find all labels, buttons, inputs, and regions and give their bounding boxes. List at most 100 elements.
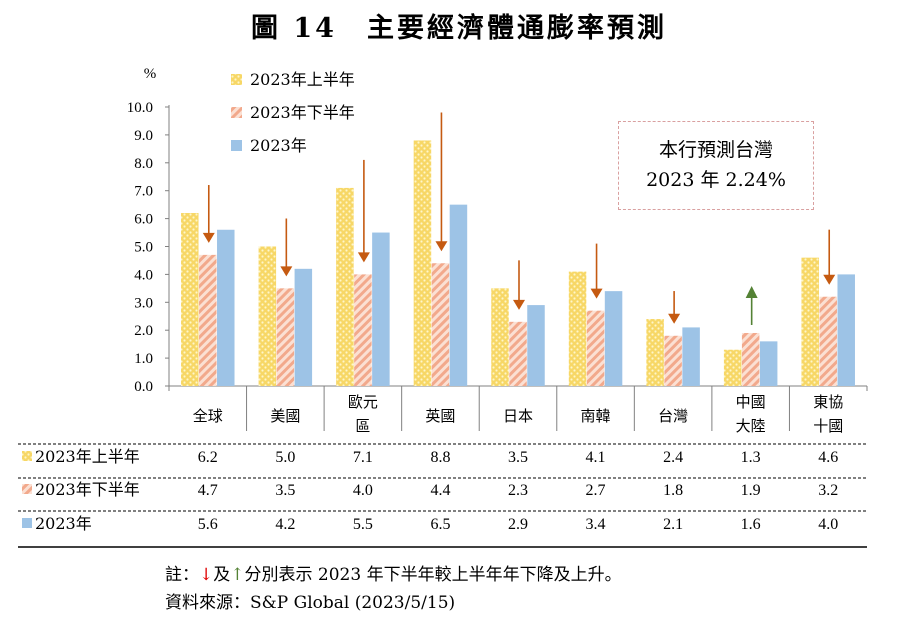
down-arrow-head (435, 241, 448, 252)
down-arrow-head (202, 232, 215, 243)
bar-2 (741, 332, 760, 386)
down-arrow-head (590, 288, 603, 299)
bar-1 (336, 187, 354, 386)
source-note: 資料來源：S&P Global (2023/5/15) (165, 593, 456, 613)
y-tick-label: 7.0 (134, 184, 153, 200)
table-cell: 5.6 (198, 516, 218, 533)
y-tick-label: 1.0 (134, 351, 153, 367)
chart-title: 圖 14 主要經濟體通膨率預測 (251, 13, 667, 44)
callout-line-2: 2023 年 2.24% (646, 169, 786, 191)
footnote-and: 及 (213, 565, 231, 585)
table-cell: 4.1 (586, 449, 606, 466)
table-cell: 1.8 (663, 482, 683, 499)
category-label: 全球 (193, 407, 223, 425)
category-label: 美國 (270, 407, 300, 425)
bar-3 (449, 204, 468, 386)
table-cell: 8.8 (430, 449, 450, 466)
down-arrow-head (357, 252, 370, 263)
table-cell: 6.2 (198, 449, 218, 466)
table-cell: 4.7 (198, 482, 218, 499)
category-label: 大陸 (736, 417, 766, 435)
y-tick-label: 2.0 (134, 323, 153, 339)
bar-3 (604, 291, 623, 386)
table-cell: 5.5 (353, 516, 373, 533)
table-cell: 3.5 (275, 482, 295, 499)
bar-1 (723, 349, 742, 386)
legend-swatch-3 (231, 140, 242, 151)
table-cell: 1.9 (741, 482, 761, 499)
table-legend-swatch (22, 451, 32, 461)
legend-swatch-1 (231, 74, 242, 85)
bar-1 (181, 213, 199, 386)
table-cell: 7.1 (353, 449, 373, 466)
bar-2 (431, 263, 450, 386)
y-tick-label: 9.0 (134, 128, 153, 144)
y-tick-label: 4.0 (134, 267, 153, 283)
bar-3 (837, 274, 855, 386)
table-cell: 4.4 (430, 482, 450, 499)
bar-2 (276, 288, 295, 386)
y-tick-label: 5.0 (134, 240, 153, 256)
table-cell: 2.1 (663, 516, 683, 533)
bar-3 (759, 341, 778, 386)
category-label: 十國 (813, 417, 843, 435)
table-cell: 1.6 (741, 516, 761, 533)
bar-3 (217, 229, 235, 386)
footnote-prefix: 註： (165, 565, 199, 585)
table-row-label: 2023年上半年 (35, 447, 140, 466)
category-label: 歐元 (348, 393, 378, 411)
table-cell: 4.2 (275, 516, 295, 533)
down-arrow-head (823, 274, 836, 285)
table-row-label: 2023年 (35, 514, 92, 533)
table-cell: 2.9 (508, 516, 528, 533)
table-cell: 3.2 (818, 482, 838, 499)
y-tick-label: 0.0 (134, 379, 153, 395)
y-tick-label: 8.0 (134, 156, 153, 172)
y-tick-label: 6.0 (134, 212, 153, 228)
category-label: 區 (355, 417, 370, 435)
table-cell: 3.5 (508, 449, 528, 466)
table-cell: 4.0 (818, 516, 838, 533)
bar-3 (527, 305, 545, 386)
bar-1 (258, 246, 277, 386)
bar-3 (372, 232, 390, 386)
category-label: 南韓 (581, 407, 611, 425)
y-tick-label: 3.0 (134, 295, 153, 311)
table-cell: 2.3 (508, 482, 528, 499)
category-label: 中國 (736, 393, 766, 411)
bar-2 (354, 274, 372, 386)
down-arrow-head (668, 313, 681, 324)
table-cell: 4.6 (818, 449, 838, 466)
y-axis-unit: % (144, 66, 157, 82)
down-arrow-symbol: ↓ (199, 565, 214, 585)
bar-2 (819, 296, 837, 386)
y-tick-label: 10.0 (127, 100, 153, 116)
category-label: 日本 (503, 407, 533, 425)
table-cell: 5.0 (275, 449, 295, 466)
legend-label-2: 2023年下半年 (250, 103, 355, 122)
legend-swatch-2 (231, 107, 242, 118)
legend-label-1: 2023年上半年 (250, 70, 355, 89)
table-cell: 6.5 (430, 516, 450, 533)
bar-1 (568, 271, 587, 386)
category-label: 英國 (425, 407, 455, 425)
bar-3 (682, 327, 700, 386)
footnote: 註：↓及↑分別表示 2023 年下半年較上半年年下降及上升。 (165, 560, 622, 585)
legend-label-3: 2023年 (250, 136, 307, 155)
table-cell: 2.7 (586, 482, 606, 499)
footnote-text: 分別表示 2023 年下半年較上半年年下降及上升。 (244, 565, 622, 585)
bar-1 (491, 288, 509, 386)
table-cell: 3.4 (586, 516, 606, 533)
bar-1 (413, 140, 432, 386)
category-label: 東協 (813, 393, 843, 411)
bar-1 (801, 257, 819, 386)
table-row-label: 2023年下半年 (35, 480, 140, 499)
up-arrow-head (745, 285, 758, 298)
table-legend-swatch (22, 518, 32, 528)
bar-2 (664, 335, 682, 386)
down-arrow-head (513, 299, 525, 310)
bar-3 (294, 268, 313, 386)
category-label: 台灣 (658, 407, 688, 425)
up-arrow-symbol: ↑ (230, 565, 245, 585)
